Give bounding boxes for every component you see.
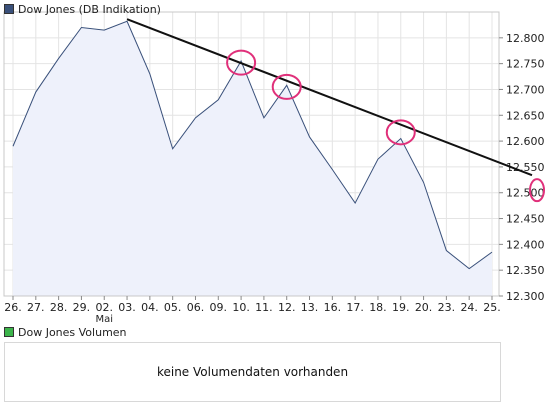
y-tick-label: 12.750 bbox=[506, 58, 545, 71]
annotation-circle bbox=[385, 119, 416, 146]
y-axis-ticks: 12.300 12.350 12.400 12.450 12.500 12.550 12.6… bbox=[499, 32, 545, 303]
volume-message: keine Volumendaten vorhanden bbox=[156, 365, 349, 379]
x-tick-label: 03. bbox=[118, 301, 136, 314]
legend-volume: Dow Jones Volumen bbox=[4, 325, 127, 339]
legend-main: Dow Jones (DB Indikation) bbox=[4, 2, 161, 16]
legend-main-swatch bbox=[4, 4, 14, 14]
x-tick-label: 06. bbox=[187, 301, 205, 314]
x-tick-label: 04. bbox=[141, 301, 159, 314]
x-tick-label: 12. bbox=[278, 301, 296, 314]
legend-main-label: Dow Jones (DB Indikation) bbox=[18, 2, 161, 16]
y-tick-label: 12.650 bbox=[506, 109, 545, 122]
annotation-circles bbox=[226, 49, 545, 203]
y-tick-label: 12.800 bbox=[506, 32, 545, 45]
x-tick-sublabel: Mai bbox=[95, 314, 113, 325]
annotation-circle bbox=[271, 73, 302, 100]
x-tick-label: 16. bbox=[324, 301, 342, 314]
x-tick-label: 23. bbox=[438, 301, 456, 314]
price-area-fill bbox=[13, 21, 492, 296]
trendline bbox=[126, 18, 533, 177]
x-tick-label: 13. bbox=[301, 301, 319, 314]
volume-panel: keine Volumendaten vorhanden bbox=[4, 342, 501, 402]
x-tick-label: 18. bbox=[369, 301, 387, 314]
annotation-circle bbox=[529, 178, 545, 203]
plot-frame bbox=[3, 11, 500, 297]
x-tick-label: 25. bbox=[483, 301, 501, 314]
y-tick-label: 12.350 bbox=[506, 264, 545, 277]
x-tick-label: 20. bbox=[415, 301, 433, 314]
x-tick-label: 10. bbox=[232, 301, 250, 314]
x-tick-label: 26. bbox=[4, 301, 22, 314]
x-tick-label: 02. bbox=[95, 301, 113, 314]
x-tick-label: 17. bbox=[346, 301, 364, 314]
y-tick-label: 12.700 bbox=[506, 83, 545, 96]
y-tick-label: 12.500 bbox=[506, 187, 545, 200]
annotation-circle bbox=[226, 49, 257, 76]
x-tick-label: 29. bbox=[73, 301, 91, 314]
y-tick-label: 12.450 bbox=[506, 213, 545, 226]
x-tick-label: 19. bbox=[392, 301, 410, 314]
y-tick-label: 12.550 bbox=[506, 161, 545, 174]
y-tick-label: 12.400 bbox=[506, 238, 545, 251]
y-tick-label: 12.600 bbox=[506, 135, 545, 148]
x-tick-label: 24. bbox=[460, 301, 478, 314]
x-tick-label: 09. bbox=[210, 301, 228, 314]
price-series-line bbox=[12, 20, 493, 270]
x-tick-label: 27. bbox=[27, 301, 45, 314]
x-tick-label: 11. bbox=[255, 301, 273, 314]
y-tick-label: 12.300 bbox=[506, 290, 545, 303]
x-tick-label: 28. bbox=[50, 301, 68, 314]
x-axis-ticks: 26. 27. 28. 29. 02.Mai 03. 04. 05. 06. 09. 10. 11. 1… bbox=[4, 296, 501, 325]
x-tick-label: 05. bbox=[164, 301, 182, 314]
legend-volume-swatch bbox=[4, 327, 14, 337]
legend-volume-label: Dow Jones Volumen bbox=[18, 325, 127, 339]
